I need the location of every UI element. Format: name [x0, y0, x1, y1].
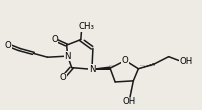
Text: OH: OH — [123, 97, 136, 106]
Text: O: O — [5, 41, 12, 50]
Text: O: O — [59, 73, 66, 82]
Text: ···: ··· — [140, 63, 146, 69]
Text: CH₃: CH₃ — [79, 22, 95, 31]
Text: N: N — [64, 52, 71, 61]
Text: O: O — [122, 56, 129, 65]
Text: ···: ··· — [108, 63, 114, 68]
Text: O: O — [51, 35, 58, 44]
Text: N: N — [89, 65, 95, 74]
Polygon shape — [92, 67, 110, 69]
Text: OH: OH — [180, 57, 193, 66]
